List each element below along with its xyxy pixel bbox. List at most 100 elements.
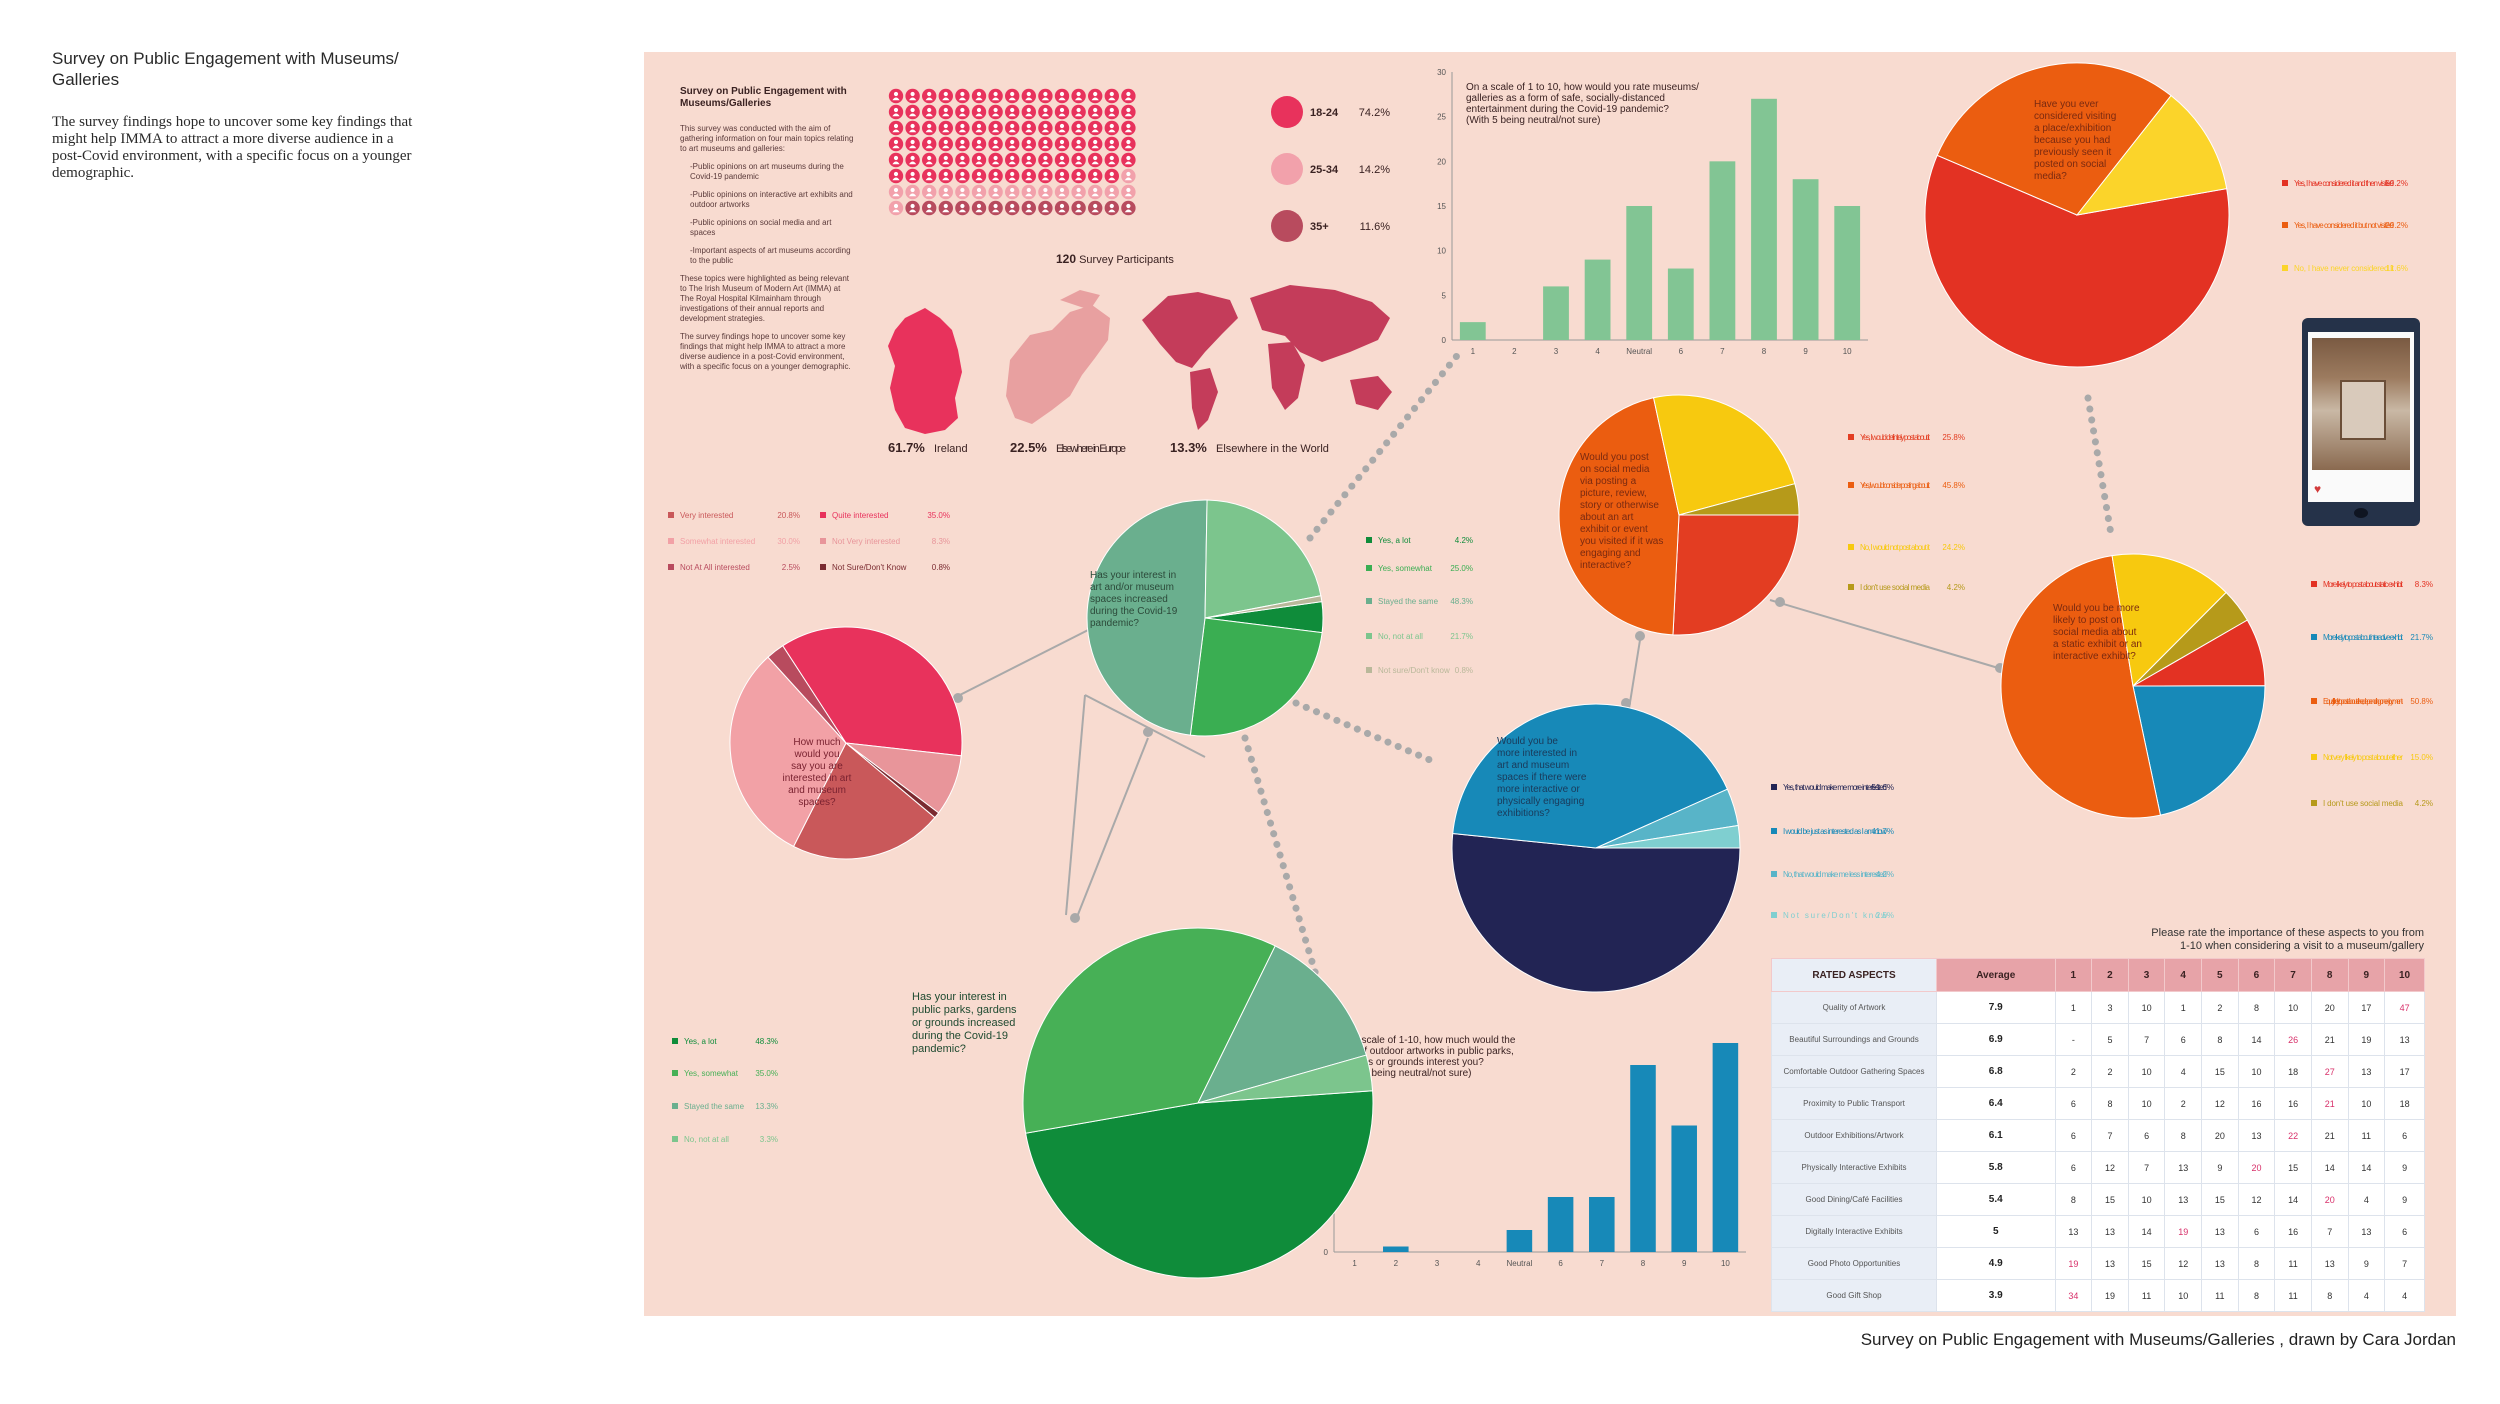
rating-cell: 6 xyxy=(2384,1215,2425,1248)
legend-pct: 3.3% xyxy=(760,1135,778,1144)
person-icon-head xyxy=(943,155,948,161)
participant-icon-grid xyxy=(888,88,1136,216)
person-icon-head xyxy=(893,123,899,129)
bar xyxy=(1630,1065,1656,1252)
person-icon-head xyxy=(927,155,932,161)
pie-question-line: media? xyxy=(2034,171,2067,182)
person-icon-head xyxy=(1093,107,1098,113)
person-icon-body xyxy=(892,177,900,181)
rating-cell: 47 xyxy=(2384,991,2425,1024)
pie-question-line: Has your interest in xyxy=(1090,570,1176,581)
person-icon-head xyxy=(927,91,932,97)
rating-cell: 12 xyxy=(2201,1087,2239,1120)
person-icon-head xyxy=(943,171,948,177)
legend-label: No, not at all xyxy=(1378,632,1423,641)
person-icon xyxy=(1104,88,1120,104)
person-icon xyxy=(1121,152,1136,168)
person-icon-head xyxy=(1076,139,1081,145)
person-icon-body xyxy=(909,113,917,117)
person-icon xyxy=(1021,200,1036,216)
person-icon-head xyxy=(893,171,899,177)
person-icon xyxy=(905,200,920,216)
x-tick-label: 3 xyxy=(1435,1259,1440,1268)
x-tick-label: 1 xyxy=(1471,347,1476,356)
person-icon-head xyxy=(1059,155,1065,161)
y-tick-label: 20 xyxy=(1437,157,1446,166)
person-icon xyxy=(1071,120,1086,136)
legend-label: Not sure/Don't know xyxy=(1783,911,1887,920)
person-icon-head xyxy=(1010,155,1015,161)
x-tick-label: 7 xyxy=(1720,347,1725,356)
location-label: Ireland xyxy=(934,443,968,455)
pie-slice xyxy=(1936,62,2172,216)
bar xyxy=(1667,268,1694,340)
legend-label: Somewhat interested xyxy=(680,537,755,546)
pie-question-line: say you are xyxy=(791,761,843,772)
person-icon-head xyxy=(910,155,915,161)
legend-label: No, I have never considered it xyxy=(2294,264,2395,273)
age-group-dot xyxy=(1271,210,1303,242)
pie-question-line: during the Covid-19 xyxy=(912,1030,1008,1042)
average-cell: 6.4 xyxy=(1936,1087,2056,1120)
person-icon xyxy=(1054,104,1070,120)
person-icon-head xyxy=(910,171,915,177)
rating-cell: 6 xyxy=(2054,1119,2093,1152)
rating-cell: 13 xyxy=(2091,1247,2129,1280)
person-icon xyxy=(922,184,937,200)
table-row: Digitally Interactive Exhibits 5 13 13 14 19 1… xyxy=(1771,1215,2425,1248)
person-icon-head xyxy=(1010,91,1015,97)
legend-swatch xyxy=(2311,634,2317,640)
legend-pct: 25.0% xyxy=(1450,564,1473,573)
person-icon-body xyxy=(1008,193,1016,197)
legend-pct: 21.7% xyxy=(1450,632,1473,641)
person-icon xyxy=(971,184,987,200)
rating-cell: 2 xyxy=(2054,1055,2093,1088)
chart-title-line: (With 5 being neutral/not sure) xyxy=(1337,1068,1472,1079)
legend-pct: 48.3% xyxy=(1450,597,1473,606)
pie-question-line: a static exhibit or an xyxy=(2053,639,2142,650)
rating-cell: 13 xyxy=(2091,1215,2129,1248)
legend-swatch xyxy=(1848,482,1854,488)
rating-cell: 4 xyxy=(2384,1279,2425,1312)
person-icon xyxy=(1071,184,1086,200)
side-description: The survey findings hope to uncover some… xyxy=(52,114,413,181)
pie-slice xyxy=(1022,927,1276,1134)
legend-label: No, I would not post about it xyxy=(1860,543,1931,552)
rating-cell: 10 xyxy=(2164,1279,2203,1312)
chart-title-line: entertainment during the Covid-19 pandem… xyxy=(1466,104,1669,115)
intro-title: Survey on Public Engagement with Museums… xyxy=(680,86,847,109)
person-icon xyxy=(988,184,1003,200)
person-icon xyxy=(1104,104,1120,120)
aspect-cell: Comfortable Outdoor Gathering Spaces xyxy=(1771,1055,1937,1088)
person-icon-head xyxy=(1043,171,1048,177)
legend-pct: 20.8% xyxy=(777,511,800,520)
legend-label: Yes, somewhat xyxy=(684,1069,739,1078)
rating-cell: 10 xyxy=(2127,1087,2166,1120)
legend-swatch xyxy=(668,564,674,570)
rating-cell: 13 xyxy=(2164,1183,2203,1216)
pie-question-line: or grounds increased xyxy=(912,1017,1015,1029)
legend-label: Stayed the same xyxy=(684,1102,745,1111)
person-icon-body xyxy=(909,161,917,165)
rating-cell: 9 xyxy=(2201,1151,2239,1184)
x-tick-label: 8 xyxy=(1641,1259,1646,1268)
person-icon-body xyxy=(1124,129,1132,133)
legend-label: No, not at all xyxy=(684,1135,729,1144)
legend-swatch xyxy=(2311,754,2317,760)
age-group-pct: 74.2% xyxy=(1359,107,1390,119)
x-tick-label: 10 xyxy=(1843,347,1852,356)
person-icon-body xyxy=(958,129,966,133)
rating-cell: 10 xyxy=(2347,1087,2386,1120)
person-icon xyxy=(1121,120,1136,136)
person-icon xyxy=(1054,88,1070,104)
legend-swatch xyxy=(672,1070,678,1076)
person-icon-head xyxy=(927,187,932,193)
person-icon-head xyxy=(976,139,982,145)
bar xyxy=(1626,206,1653,340)
aspect-cell: Outdoor Exhibitions/Artwork xyxy=(1771,1119,1937,1152)
person-icon-body xyxy=(1124,209,1132,213)
rating-cell: 12 xyxy=(2091,1151,2129,1184)
bar xyxy=(1543,286,1569,340)
person-icon-body xyxy=(1008,97,1016,101)
legend-pct: 29.2% xyxy=(2385,221,2408,230)
